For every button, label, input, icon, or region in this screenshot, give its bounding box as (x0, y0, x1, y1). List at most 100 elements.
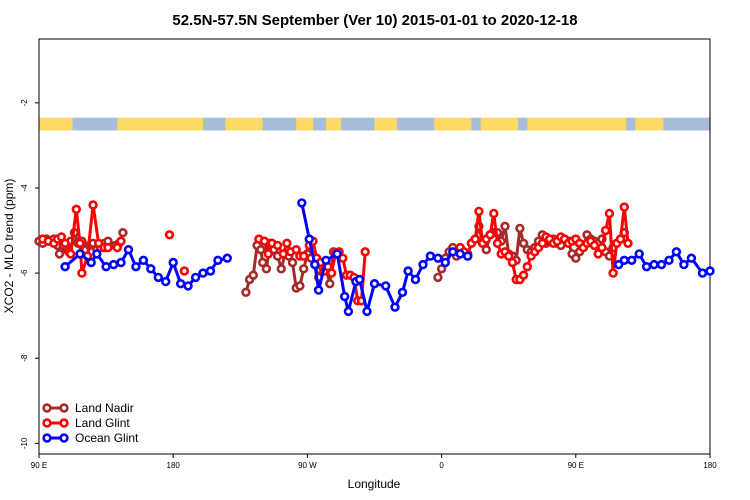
data-point (325, 279, 335, 289)
strip-ocean (203, 117, 226, 131)
data-point (146, 264, 156, 274)
data-point (474, 206, 484, 217)
data-point (190, 272, 201, 283)
data-point (623, 238, 633, 249)
data-point (463, 251, 473, 261)
x-axis: 90 E 180 90 W 0 90 E 180 (31, 454, 717, 470)
legend-label: Ocean Glint (75, 431, 139, 445)
data-point (56, 232, 67, 242)
data-point (118, 228, 128, 238)
data-point (440, 257, 450, 268)
data-point (123, 245, 134, 255)
y-axis-label: XCO2 - MLO trend (ppm) (2, 179, 16, 314)
data-point (671, 247, 682, 257)
data-point (403, 266, 413, 276)
data-point (340, 291, 350, 302)
data-point (507, 257, 518, 268)
legend-marker (59, 433, 69, 443)
data-point (313, 285, 324, 295)
data-point (492, 238, 503, 249)
data-point (571, 253, 581, 263)
data-point (138, 255, 149, 265)
data-point (259, 236, 270, 246)
data-point (641, 262, 652, 272)
data-point (304, 234, 314, 244)
strip-ocean (663, 117, 710, 131)
data-point (276, 264, 286, 274)
data-point (75, 238, 85, 249)
data-point (381, 281, 391, 291)
data-point (161, 276, 171, 287)
data-point (626, 255, 637, 265)
y-tick-label: -8 (20, 354, 29, 362)
data-point (71, 204, 82, 215)
x-axis-label: Longitude (348, 477, 401, 491)
data-point (168, 257, 178, 268)
data-point (205, 266, 216, 276)
x-tick-label: 90 E (31, 461, 47, 470)
data-point (295, 281, 305, 291)
data-point (103, 242, 113, 253)
data-point (397, 287, 408, 297)
data-point (65, 249, 76, 259)
data-point (282, 238, 292, 249)
data-point (198, 268, 208, 278)
legend-marker (42, 418, 52, 428)
data-point (600, 225, 611, 236)
data-point (589, 240, 600, 251)
data-point (222, 253, 233, 263)
data-point (60, 238, 70, 249)
data-point (518, 238, 529, 249)
data-point (164, 230, 175, 240)
data-point (291, 245, 301, 255)
data-point (433, 272, 443, 283)
data-point (390, 302, 400, 312)
data-point (619, 255, 629, 265)
land-ocean-strip (39, 117, 710, 131)
data-point (101, 262, 111, 272)
strip-ocean (262, 117, 297, 131)
chart-title: 52.5N-57.5N September (Ver 10) 2015-01-0… (172, 12, 577, 29)
y-tick-label: -6 (20, 269, 29, 277)
data-point (597, 242, 607, 253)
data-point (537, 238, 547, 249)
data-point (649, 259, 659, 270)
data-point (88, 200, 98, 210)
legend-marker (59, 403, 69, 413)
data-point (686, 253, 697, 263)
data-point (258, 257, 268, 268)
data-point (86, 257, 96, 268)
data-point (593, 249, 603, 259)
data-point (272, 240, 283, 251)
data-point (75, 249, 85, 259)
data-point (248, 270, 259, 280)
data-point (705, 266, 715, 276)
data-point (425, 251, 436, 261)
data-point (92, 249, 102, 259)
data-point (418, 259, 428, 270)
data-point (369, 279, 380, 289)
x-tick-label: 180 (167, 461, 181, 470)
data-point (360, 247, 370, 257)
data-point (256, 245, 266, 255)
data-point (261, 264, 272, 274)
data-point (116, 236, 126, 246)
data-point (436, 264, 447, 274)
series-layer (34, 198, 715, 317)
data-point (470, 234, 480, 244)
y-axis: -2 -4 -6 -8 -10 (20, 99, 39, 449)
legend-label: Land Glint (75, 416, 130, 430)
data-point (455, 249, 465, 259)
data-point (354, 274, 365, 285)
data-point (297, 198, 307, 208)
data-point (310, 259, 320, 270)
legend-label: Land Nadir (75, 401, 134, 415)
data-point (321, 255, 331, 265)
strip-ocean (72, 117, 118, 131)
data-point (299, 264, 309, 274)
data-point (176, 279, 186, 289)
data-point (489, 208, 499, 219)
data-point (326, 268, 337, 278)
